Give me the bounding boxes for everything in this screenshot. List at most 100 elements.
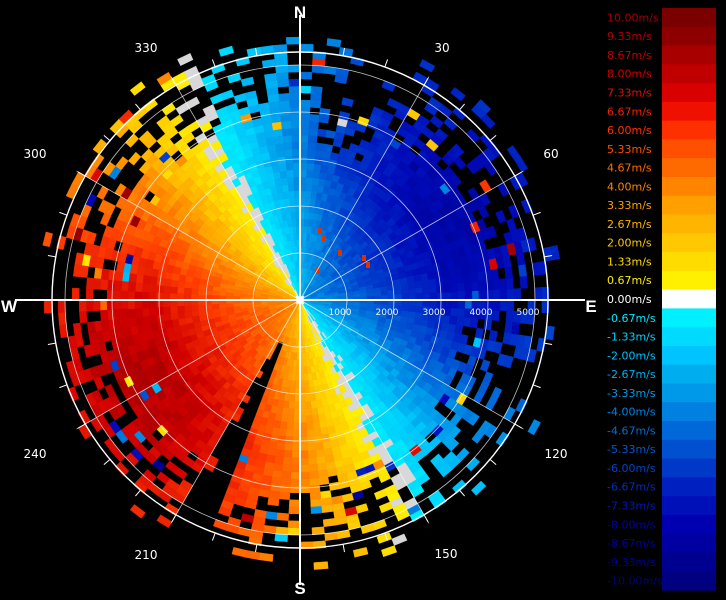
echo-bin — [144, 421, 157, 435]
echo-bin — [506, 242, 517, 256]
radar-display: N S E W 30 60 120 150 210 240 300 330 10… — [1, 3, 597, 598]
bearing-spoke — [299, 299, 430, 524]
scale-label: 2.67m/s — [607, 218, 652, 231]
bearing-tick — [544, 342, 553, 345]
bearing-tick — [255, 544, 258, 553]
echo-bin — [155, 361, 166, 372]
scale-swatch — [662, 402, 716, 422]
bearing-spoke — [170, 299, 301, 524]
bearing-spoke — [299, 76, 430, 301]
scale-label: -0.67m/s — [607, 312, 656, 325]
echo-bin — [129, 215, 141, 228]
bearing-tick — [78, 423, 86, 429]
bearing-tick — [514, 171, 522, 177]
bearing-label-330: 330 — [135, 41, 158, 55]
echo-bin — [215, 363, 225, 374]
echo-bin — [316, 292, 433, 394]
scale-label: 10.00m/s — [607, 11, 659, 24]
echo-bin — [120, 242, 224, 328]
echo-bin — [120, 308, 183, 457]
echo-bin — [223, 227, 234, 237]
range-ring-grid — [15, 15, 585, 585]
bearing-tick — [532, 384, 541, 389]
echo-bin — [338, 292, 474, 422]
scale-label: 2.00m/s — [607, 237, 652, 250]
velocity-echoes — [42, 36, 561, 570]
bearing-tick — [423, 78, 429, 86]
scale-label: -6.67m/s — [607, 481, 656, 494]
echo-bin — [412, 240, 487, 283]
bearing-spoke — [76, 170, 301, 301]
scale-swatch — [662, 439, 716, 460]
bearing-tick — [171, 78, 177, 86]
echo-bin — [100, 268, 152, 285]
bearing-tick — [103, 135, 111, 141]
echo-bin — [419, 426, 432, 439]
echo-bin — [385, 279, 487, 360]
echo-bin — [114, 280, 123, 291]
south-label: S — [294, 579, 305, 598]
scale-label: -4.00m/s — [607, 406, 656, 419]
echo-bin — [102, 329, 112, 342]
scale-label: 7.33m/s — [607, 86, 652, 99]
scale-swatch — [662, 571, 716, 591]
bearing-spoke — [170, 76, 301, 301]
echo-bin — [202, 329, 212, 337]
scale-swatch — [662, 308, 716, 328]
east-label: E — [585, 297, 596, 316]
scale-label: -1.33m/s — [607, 331, 656, 344]
range-label-5000: 5000 — [517, 308, 540, 318]
echo-bin — [268, 135, 470, 462]
bearing-spoke — [76, 299, 301, 430]
bearing-tick — [255, 47, 258, 56]
scale-label: -5.33m/s — [607, 443, 656, 456]
echo-bin — [318, 228, 322, 234]
bearing-tick — [423, 514, 429, 522]
echo-bin — [156, 209, 293, 371]
scale-swatch — [662, 533, 716, 554]
bearing-tick — [342, 47, 345, 56]
bearing-spoke — [299, 299, 524, 430]
bearing-tick — [47, 255, 56, 258]
echo-bin — [278, 163, 294, 178]
echo-bin — [140, 210, 282, 322]
scale-swatch — [662, 421, 716, 441]
echo-bin — [293, 310, 297, 318]
scale-label: -3.33m/s — [607, 387, 656, 400]
echo-bin — [365, 236, 444, 323]
scale-swatch — [662, 327, 716, 347]
echo-bin — [56, 235, 67, 250]
scale-label: -8.67m/s — [607, 537, 656, 550]
echo-bin — [316, 268, 320, 274]
bearing-tick — [384, 532, 389, 541]
scale-label: 8.00m/s — [607, 68, 652, 81]
scale-label: 6.00m/s — [607, 124, 652, 137]
bearing-tick — [489, 459, 497, 465]
echo-bin — [157, 269, 167, 279]
scale-swatch — [662, 83, 716, 103]
scale-label: -6.00m/s — [607, 462, 656, 475]
bearing-tick — [171, 514, 177, 522]
scale-swatch — [662, 345, 716, 366]
scale-swatch — [662, 195, 716, 216]
bearing-label-240: 240 — [24, 447, 47, 461]
scale-label: -2.00m/s — [607, 349, 656, 362]
bearing-label-120: 120 — [545, 447, 568, 461]
scale-label: 4.67m/s — [607, 162, 652, 175]
echo-bin — [120, 281, 228, 406]
bearing-tick — [59, 384, 68, 389]
echo-bin — [358, 229, 480, 473]
echo-bin — [466, 233, 478, 245]
echo-bin — [128, 151, 295, 339]
range-label-1000: 1000 — [329, 308, 352, 318]
scale-swatch — [662, 26, 716, 47]
echo-bin — [306, 247, 312, 256]
scale-label: -7.33m/s — [607, 500, 656, 513]
echo-bin — [261, 304, 278, 328]
bearing-tick — [211, 59, 216, 68]
scale-label: 1.33m/s — [607, 255, 652, 268]
echo-bin — [110, 249, 218, 365]
echo-bin — [142, 240, 238, 327]
bearing-tick — [544, 255, 553, 258]
echo-bin — [430, 213, 491, 266]
